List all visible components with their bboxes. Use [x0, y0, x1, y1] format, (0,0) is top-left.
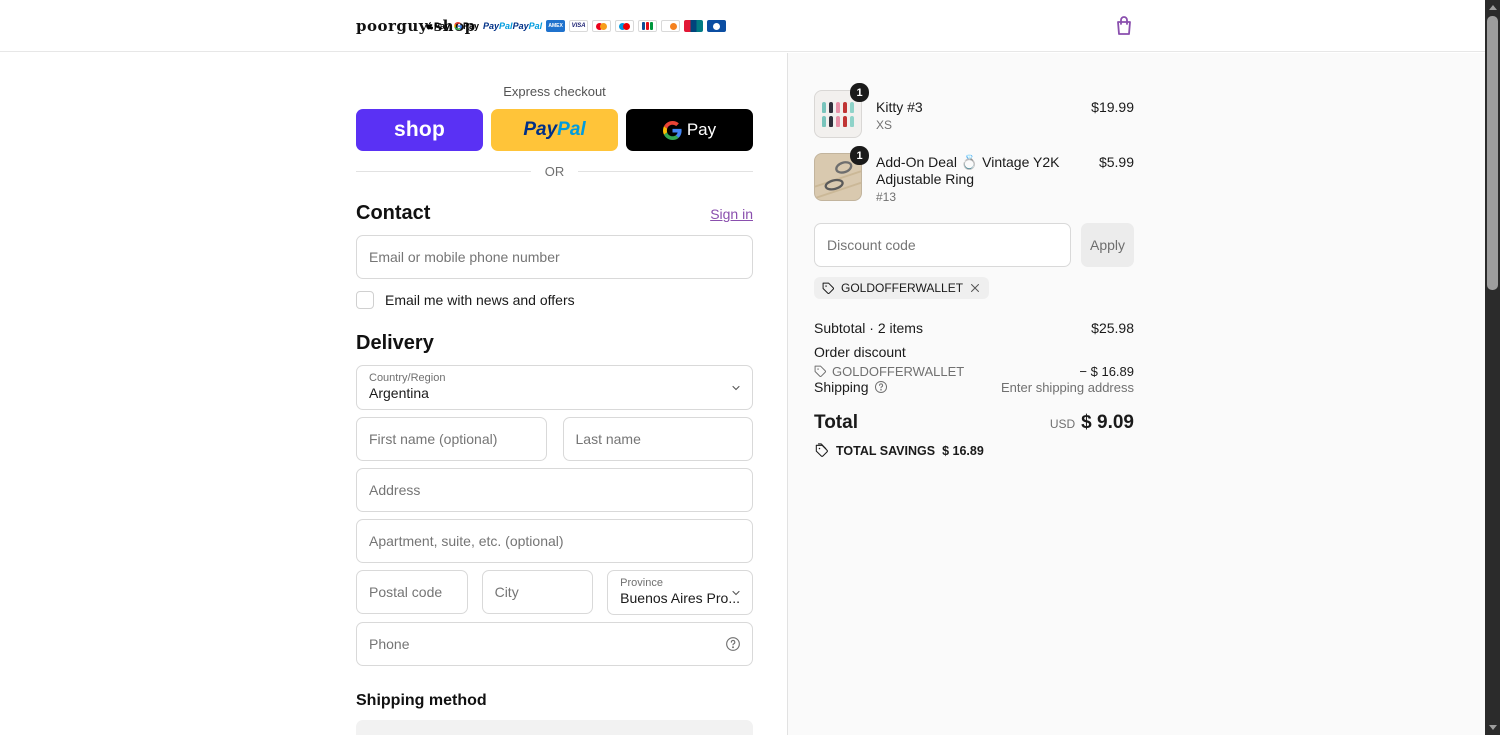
shop-pay-button[interactable]: shop	[356, 109, 483, 151]
last-name-input[interactable]	[562, 417, 753, 461]
paypal-icon: PayPalPayPal	[483, 21, 543, 31]
shipping-label: Shipping	[814, 379, 869, 395]
tag-icon	[814, 365, 826, 377]
total-value: $ 9.09	[1081, 412, 1134, 433]
province-value: Buenos Aires Pro...	[620, 590, 740, 606]
savings-value: $ 16.89	[942, 443, 984, 458]
currency-code: USD	[1049, 417, 1076, 431]
apartment-input[interactable]	[356, 519, 753, 563]
express-checkout-title: Express checkout	[503, 84, 606, 99]
subtotal-label: Subtotal · 2 items	[814, 320, 923, 336]
order-discount-label: Order discount	[814, 344, 906, 360]
chevron-down-icon	[732, 385, 740, 390]
order-summary-pane: 1 Kitty #3 XS $19.99 1 Add-On Deal 💍 Vin…	[787, 53, 1485, 735]
country-select[interactable]: Country/Region Argentina	[356, 365, 753, 410]
apply-discount-button[interactable]: Apply	[1081, 223, 1134, 267]
total-label: Total	[814, 412, 858, 433]
savings-tags-icon	[815, 443, 828, 457]
header: poorguy shop Pay Pay PayPalPayPal AMEX V…	[0, 0, 1485, 52]
province-label: Province	[620, 577, 663, 589]
google-g-icon	[662, 120, 682, 140]
product-thumbnail: 1	[814, 83, 869, 138]
visa-icon: VISA	[569, 20, 589, 32]
email-input[interactable]	[356, 235, 753, 279]
product-name: Add-On Deal 💍 Vintage Y2K Adjustable Rin…	[876, 154, 1060, 187]
paypal-button[interactable]: Pay Pal	[491, 109, 618, 151]
shipping-help-icon[interactable]	[874, 380, 888, 394]
discover-icon	[661, 20, 681, 32]
discount-code-input[interactable]	[814, 223, 1071, 267]
apple-pay-icon: Pay	[426, 21, 450, 31]
tag-icon	[822, 282, 834, 294]
shipping-value: Enter shipping address	[1001, 380, 1134, 395]
savings-label: TOTAL SAVINGS	[836, 443, 936, 458]
product-price: $5.99	[1098, 154, 1134, 170]
shipping-method-title: Shipping method	[356, 692, 487, 709]
google-pay-button[interactable]: Pay	[626, 109, 753, 151]
discount-amount: − $ 16.89	[1079, 364, 1134, 379]
chevron-down-icon	[732, 590, 740, 595]
product-variant: #13	[876, 190, 897, 204]
discount-code-label: GOLDOFFERWALLET	[832, 364, 965, 379]
cart-item: 1 Kitty #3 XS $19.99	[814, 83, 1134, 138]
amex-icon: AMEX	[546, 20, 566, 32]
scrollbar-thumb[interactable]	[1487, 16, 1498, 290]
quantity-badge: 1	[850, 83, 869, 102]
checkout-form-pane: Express checkout shop Pay Pal Pay OR Cont…	[0, 53, 787, 735]
maestro-icon	[615, 20, 635, 32]
applied-discount-code: GOLDOFFERWALLET	[841, 281, 964, 295]
contact-title: Contact	[356, 202, 431, 224]
delivery-title: Delivery	[356, 332, 434, 354]
subtotal-value: $25.98	[1091, 320, 1134, 336]
jcb-icon	[638, 20, 658, 32]
unionpay-icon	[684, 20, 704, 32]
phone-help-icon[interactable]	[725, 636, 741, 652]
applied-discount-pill: GOLDOFFERWALLET	[814, 277, 990, 299]
mastercard-icon	[592, 20, 612, 32]
newsletter-label: Email me with news and offers	[385, 292, 575, 308]
first-name-input[interactable]	[356, 417, 547, 461]
express-checkout-buttons: shop Pay Pal Pay	[356, 109, 753, 151]
cart-item: 1 Add-On Deal 💍 Vintage Y2K Adjustable R…	[814, 146, 1134, 204]
quantity-badge: 1	[850, 146, 869, 165]
scroll-up-arrow[interactable]	[1485, 0, 1500, 15]
address-input[interactable]	[356, 468, 753, 512]
page-scrollbar[interactable]	[1485, 0, 1500, 735]
phone-input[interactable]	[356, 622, 753, 666]
province-select[interactable]: Province Buenos Aires Pro...	[607, 570, 753, 615]
city-input[interactable]	[481, 570, 594, 614]
product-name: Kitty #3	[876, 99, 923, 115]
cart-icon[interactable]	[1112, 14, 1136, 38]
store-logo[interactable]: poorguy shop	[356, 17, 476, 35]
country-value: Argentina	[369, 385, 429, 401]
product-thumbnail: 1	[814, 146, 869, 201]
accepted-payment-icons: Pay Pay PayPalPayPal AMEX VISA	[426, 0, 727, 52]
postal-code-input[interactable]	[356, 570, 468, 614]
sign-in-link[interactable]: Sign in	[710, 206, 753, 222]
shipping-method-notice: Enter your shipping address to view avai…	[356, 720, 753, 735]
or-divider: OR	[356, 164, 753, 179]
newsletter-checkbox[interactable]	[356, 291, 374, 309]
diners-icon	[707, 20, 727, 32]
country-label: Country/Region	[369, 372, 446, 384]
checkout-page: Express checkout shop Pay Pal Pay OR Cont…	[0, 53, 1485, 735]
product-variant: XS	[876, 118, 893, 132]
product-price: $19.99	[1091, 99, 1134, 115]
cost-summary: Subtotal · 2 items $25.98 Order discount…	[814, 320, 1134, 458]
remove-discount-icon[interactable]	[969, 282, 981, 294]
scroll-down-arrow[interactable]	[1485, 720, 1500, 735]
gpay-icon: Pay	[454, 21, 479, 31]
